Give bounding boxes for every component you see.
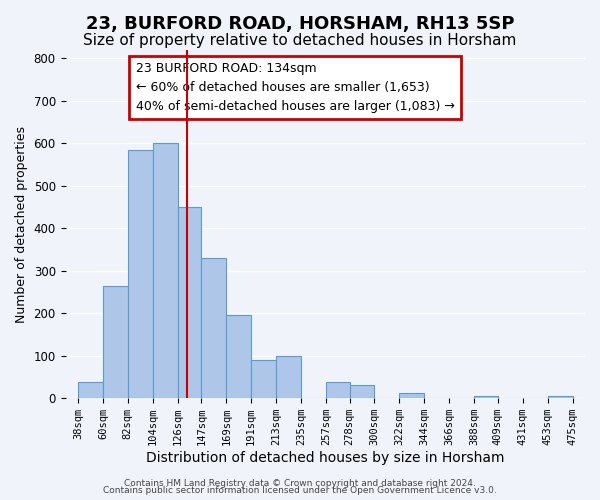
Bar: [548, 396, 572, 398]
Bar: [78, 382, 103, 398]
Text: 23 BURFORD ROAD: 134sqm
← 60% of detached houses are smaller (1,653)
40% of semi: 23 BURFORD ROAD: 134sqm ← 60% of detache…: [136, 62, 455, 113]
Bar: [152, 144, 178, 398]
Text: Size of property relative to detached houses in Horsham: Size of property relative to detached ho…: [83, 32, 517, 48]
Text: Contains HM Land Registry data © Crown copyright and database right 2024.: Contains HM Land Registry data © Crown c…: [124, 478, 476, 488]
Bar: [202, 258, 226, 398]
X-axis label: Distribution of detached houses by size in Horsham: Distribution of detached houses by size …: [146, 451, 505, 465]
Bar: [474, 396, 498, 398]
Bar: [326, 382, 350, 398]
Text: 23, BURFORD ROAD, HORSHAM, RH13 5SP: 23, BURFORD ROAD, HORSHAM, RH13 5SP: [86, 15, 514, 33]
Bar: [400, 393, 424, 398]
Bar: [350, 384, 374, 398]
Bar: [251, 360, 276, 398]
Bar: [128, 150, 152, 398]
Text: Contains public sector information licensed under the Open Government Licence v3: Contains public sector information licen…: [103, 486, 497, 495]
Bar: [103, 286, 128, 398]
Bar: [276, 356, 301, 398]
Bar: [226, 316, 251, 398]
Bar: [178, 207, 202, 398]
Y-axis label: Number of detached properties: Number of detached properties: [15, 126, 28, 322]
